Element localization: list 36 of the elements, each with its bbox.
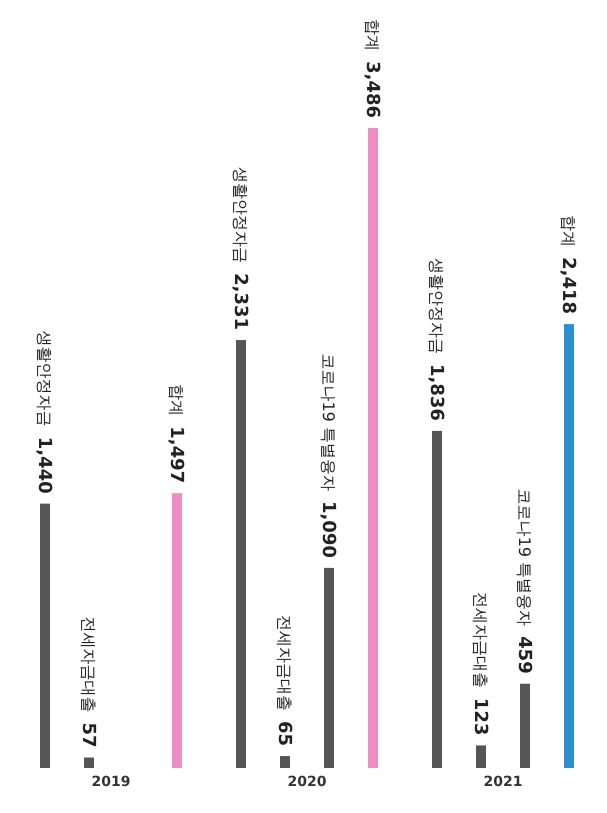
bar [324, 568, 334, 768]
text: 전세자금대출 [276, 615, 294, 712]
text: 전세자금대출 [80, 616, 98, 712]
data-label: 1,836 [426, 364, 448, 421]
bar [564, 324, 574, 768]
bar [280, 756, 290, 768]
bar [476, 745, 486, 768]
data-label: 57 [78, 722, 100, 748]
text: 합계 [168, 384, 186, 416]
data-label: 1,440 [34, 436, 56, 494]
bar [40, 504, 50, 768]
bar [172, 493, 182, 768]
data-label: 2,418 [558, 257, 580, 314]
bar [520, 684, 530, 768]
x-tick-label: 2019 [92, 774, 130, 790]
x-tick-label: 2021 [484, 774, 522, 790]
bar [432, 430, 442, 768]
text: 생활안정자금 [428, 258, 446, 354]
bar [84, 758, 94, 768]
text: 코로나19 특별융자 [516, 488, 534, 626]
text: 전세자금대출 [472, 592, 490, 688]
data-label: 1,497 [166, 426, 188, 484]
text: 생활안정자금 [36, 330, 54, 427]
data-label: 459 [514, 636, 536, 674]
data-label: 65 [274, 721, 296, 746]
text: 합계 [364, 19, 382, 52]
data-label: 2,331 [230, 273, 252, 330]
x-tick-label: 2020 [288, 774, 327, 790]
data-label: 1,090 [318, 500, 340, 558]
data-label: 123 [470, 698, 492, 736]
bar [236, 340, 246, 768]
text: 합계 [560, 215, 578, 248]
data-label: 3,486 [362, 61, 384, 118]
text: 코로나19 특별융자 [320, 353, 338, 491]
bar [368, 128, 378, 768]
text: 생활안정자금 [232, 167, 250, 264]
